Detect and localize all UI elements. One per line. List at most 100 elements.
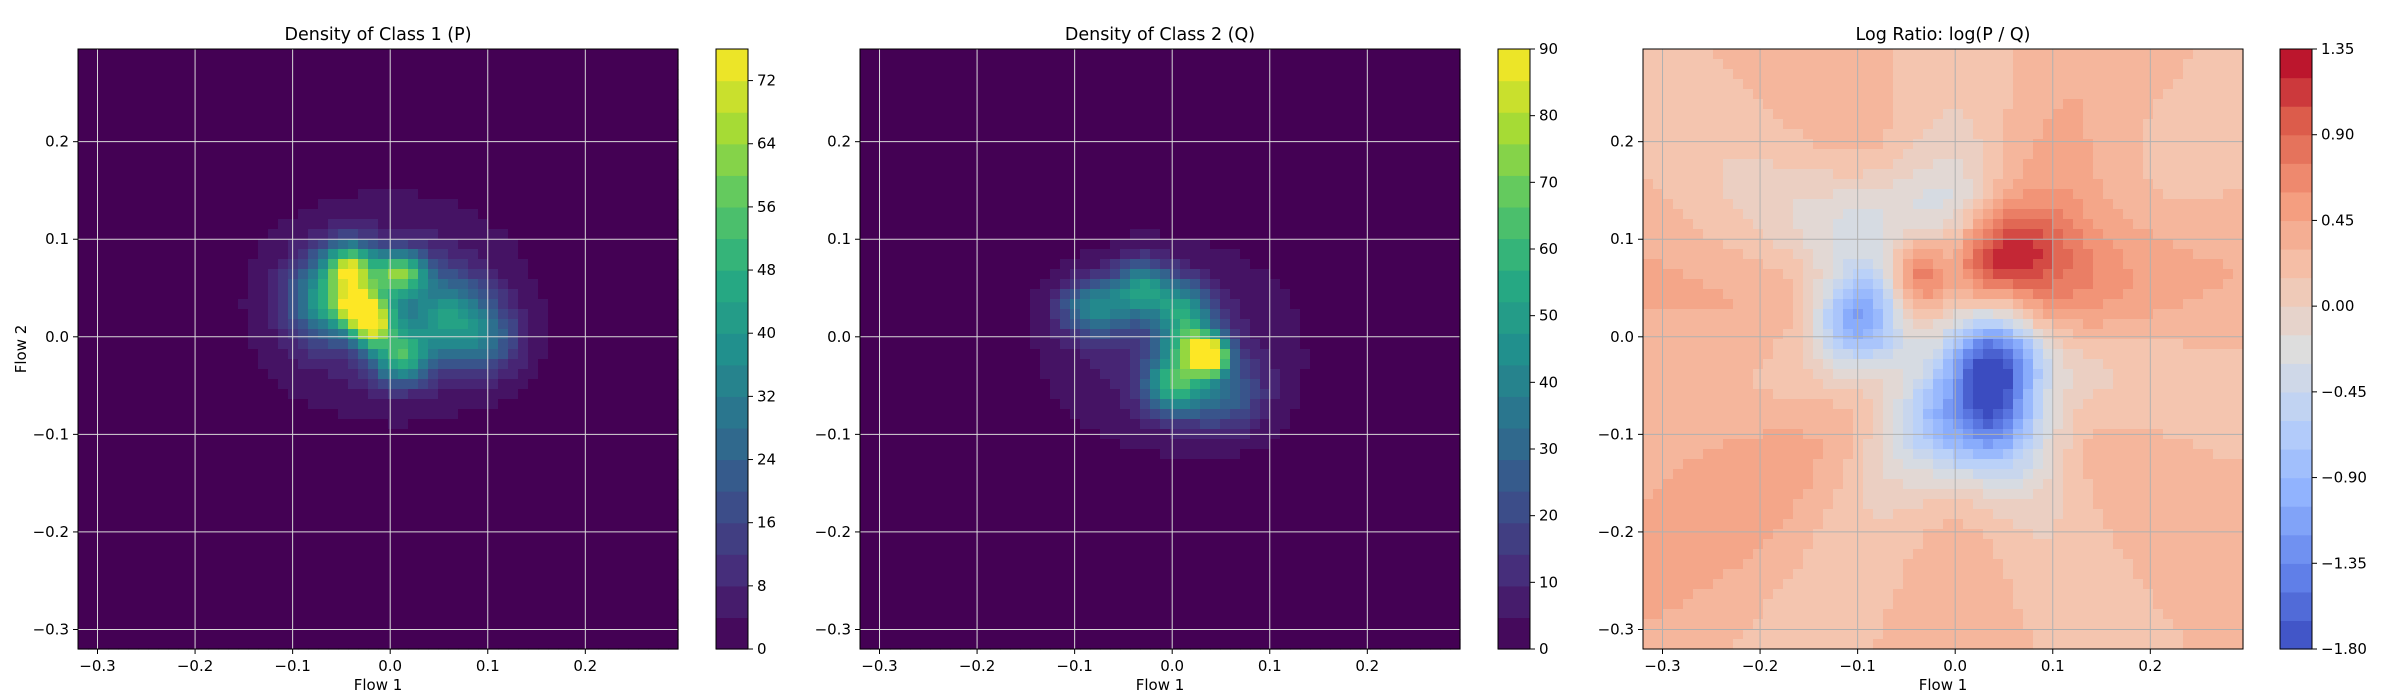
heatmap-cell (248, 499, 259, 510)
heatmap-cell (1040, 539, 1051, 550)
heatmap-cell (328, 479, 339, 490)
heatmap-cell (910, 469, 921, 480)
heatmap-cell (508, 79, 519, 90)
heatmap-cell (618, 159, 629, 170)
heatmap-cell (638, 379, 649, 390)
heatmap-cell (218, 69, 229, 80)
heatmap-cell (248, 339, 259, 350)
heatmap-cell (288, 99, 299, 110)
heatmap-cell (618, 99, 629, 110)
heatmap-cell (900, 299, 911, 310)
heatmap-cell (388, 319, 399, 330)
heatmap-cell (870, 489, 881, 500)
heatmap-cell (208, 439, 219, 450)
heatmap-cell (268, 499, 279, 510)
heatmap-cell (128, 389, 139, 400)
heatmap-cell (248, 559, 259, 570)
heatmap-cell (258, 379, 269, 390)
heatmap-cell (478, 159, 489, 170)
heatmap-cell (238, 489, 249, 500)
heatmap-cell (458, 79, 469, 90)
heatmap-cell (168, 219, 179, 230)
heatmap-cell (618, 499, 629, 510)
heatmap-cell (148, 339, 159, 350)
heatmap-cell (178, 469, 189, 480)
heatmap-cell (578, 509, 589, 520)
heatmap-cell (198, 489, 209, 500)
heatmap-cell (348, 99, 359, 110)
heatmap-cell (378, 609, 389, 620)
heatmap-cell (970, 69, 981, 80)
heatmap-cell (900, 269, 911, 280)
heatmap-cell (348, 449, 359, 460)
heatmap-cell (870, 189, 881, 200)
heatmap-cell (158, 459, 169, 470)
heatmap-cell (860, 359, 871, 370)
heatmap-cell (158, 249, 169, 260)
heatmap-cell (668, 359, 679, 370)
heatmap-cell (628, 159, 639, 170)
heatmap-cell (158, 49, 169, 60)
heatmap-cell (1030, 459, 1041, 470)
heatmap-cell (268, 339, 279, 350)
heatmap-cell (138, 179, 149, 190)
heatmap-cell (118, 109, 129, 120)
heatmap-cell (860, 449, 871, 460)
heatmap-cell (960, 169, 971, 180)
heatmap-cell (920, 519, 931, 530)
heatmap-cell (138, 509, 149, 520)
heatmap-cell (438, 169, 449, 180)
heatmap-cell (158, 499, 169, 510)
heatmap-cell (990, 259, 1001, 270)
heatmap-cell (148, 129, 159, 140)
heatmap-cell (930, 69, 941, 80)
heatmap-cell (930, 609, 941, 620)
heatmap-cell (598, 179, 609, 190)
heatmap-cell (648, 239, 659, 250)
heatmap-cell (108, 159, 119, 170)
heatmap-cell (910, 359, 921, 370)
heatmap-cell (1050, 129, 1061, 140)
heatmap-cell (880, 199, 891, 210)
heatmap-cell (558, 209, 569, 220)
heatmap-cell (598, 459, 609, 470)
heatmap-cell (578, 439, 589, 450)
heatmap-cell (438, 589, 449, 600)
heatmap-cell (348, 459, 359, 470)
heatmap-cell (378, 619, 389, 630)
heatmap-cell (358, 279, 369, 290)
heatmap-cell (408, 369, 419, 380)
heatmap-cell (158, 99, 169, 110)
heatmap-cell (1060, 239, 1071, 250)
heatmap-cell (1070, 509, 1081, 520)
heatmap-cell (880, 469, 891, 480)
heatmap-cell (88, 559, 99, 570)
heatmap-cell (970, 319, 981, 330)
heatmap-cell (638, 249, 649, 260)
heatmap-cell (478, 319, 489, 330)
heatmap-cell (588, 249, 599, 260)
heatmap-cell (318, 509, 329, 520)
heatmap-cell (668, 599, 679, 610)
plot-frame (77, 48, 679, 650)
heatmap-cell (348, 569, 359, 580)
heatmap-cell (98, 369, 109, 380)
heatmap-cell (428, 59, 439, 70)
heatmap-cell (198, 589, 209, 600)
heatmap-cell (278, 49, 289, 60)
heatmap-cell (970, 229, 981, 240)
heatmap-cell (198, 189, 209, 200)
heatmap-cell (388, 569, 399, 580)
heatmap-cell (498, 69, 509, 80)
heatmap-cell (538, 469, 549, 480)
heatmap-cell (338, 629, 349, 640)
heatmap-cell (558, 49, 569, 60)
heatmap-cell (288, 209, 299, 220)
heatmap-cell (568, 579, 579, 590)
heatmap-cell (208, 589, 219, 600)
heatmap-cell (910, 519, 921, 530)
heatmap-cell (990, 499, 1001, 510)
heatmap-cell (208, 599, 219, 610)
heatmap-cell (318, 239, 329, 250)
heatmap-cell (278, 399, 289, 410)
